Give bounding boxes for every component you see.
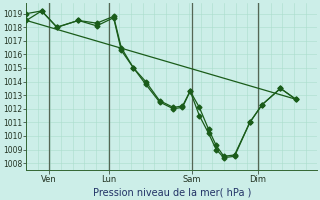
X-axis label: Pression niveau de la mer( hPa ): Pression niveau de la mer( hPa ) — [92, 187, 251, 197]
